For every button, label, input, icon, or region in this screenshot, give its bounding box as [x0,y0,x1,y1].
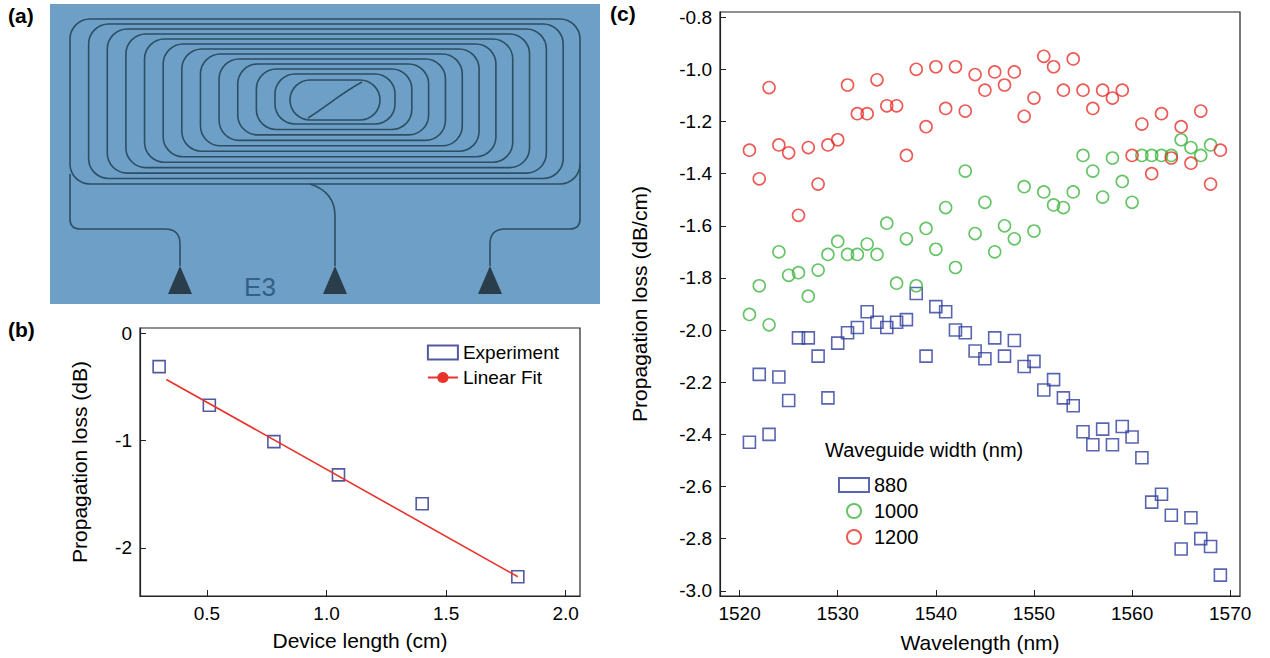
svg-text:-2: -2 [115,537,132,558]
svg-text:0.5: 0.5 [194,603,220,624]
svg-text:-2.4: -2.4 [679,424,712,445]
svg-text:-2.2: -2.2 [679,372,712,393]
html-text:(c): (c) [610,2,636,25]
svg-text:1.5: 1.5 [433,603,459,624]
svg-text:Propagation loss (dB): Propagation loss (dB) [68,361,91,563]
svg-text:-1.2: -1.2 [679,111,712,132]
svg-text:1560: 1560 [1111,603,1153,624]
svg-text:E3: E3 [244,272,276,302]
svg-text:-3.0: -3.0 [679,580,712,601]
svg-text:Propagation loss (dB/cm): Propagation loss (dB/cm) [628,186,651,422]
svg-text:-1.6: -1.6 [679,215,712,236]
html-text:(b): (b) [8,318,35,341]
svg-text:2.0: 2.0 [552,603,578,624]
svg-text:1000: 1000 [874,500,919,522]
svg-text:-1: -1 [115,430,132,451]
svg-text:Experiment: Experiment [463,342,560,363]
svg-text:-1.4: -1.4 [679,163,712,184]
svg-text:Device length (cm): Device length (cm) [272,629,447,652]
svg-text:1200: 1200 [874,526,919,548]
svg-text:Wavelength (nm): Wavelength (nm) [900,631,1059,654]
svg-text:-2.6: -2.6 [679,476,712,497]
svg-text:1550: 1550 [1013,603,1055,624]
svg-text:-1.8: -1.8 [679,267,712,288]
svg-text:1530: 1530 [817,603,859,624]
svg-text:-2.0: -2.0 [679,320,712,341]
html-text:(a): (a) [8,4,34,27]
svg-text:1520: 1520 [718,603,760,624]
svg-text:880: 880 [874,474,907,496]
svg-text:1.0: 1.0 [313,603,339,624]
svg-text:Linear Fit: Linear Fit [463,367,543,388]
svg-text:1540: 1540 [915,603,957,624]
svg-text:-1.0: -1.0 [679,59,712,80]
svg-text:Waveguide width (nm): Waveguide width (nm) [825,439,1023,461]
svg-text:-2.8: -2.8 [679,528,712,549]
svg-text:1570: 1570 [1209,603,1251,624]
svg-text:0: 0 [121,323,132,344]
svg-text:-0.8: -0.8 [679,7,712,28]
